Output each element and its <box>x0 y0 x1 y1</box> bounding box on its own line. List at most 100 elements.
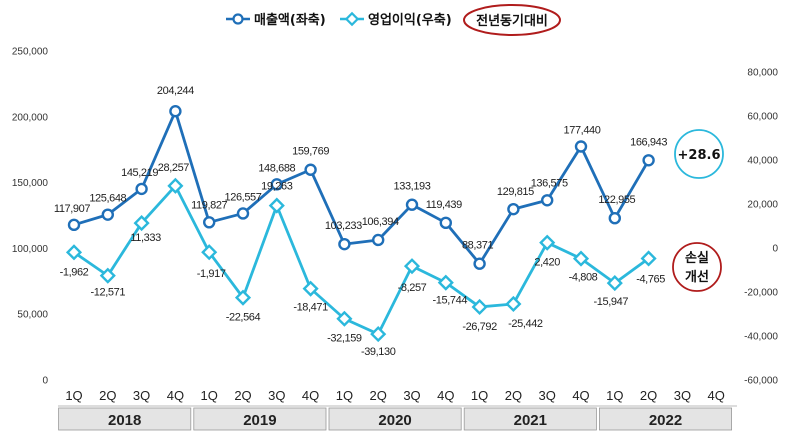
yoy-highlight-oval <box>463 4 561 36</box>
legend-marker-sales <box>232 13 244 25</box>
year-label: 2020 <box>378 412 411 429</box>
op-profit-line <box>73 184 650 336</box>
legend-label-op-profit: 영업이익(우축) <box>368 12 452 28</box>
sales-data-label: 159,769 <box>292 146 329 158</box>
quarter-label: 1Q <box>201 388 218 403</box>
op-profit-data-label: -4,808 <box>569 272 598 284</box>
sales-data-label: 117,907 <box>54 203 90 215</box>
op-profit-data-label: 11,333 <box>130 232 161 244</box>
left-tick-label: 250,000 <box>12 47 49 58</box>
year-box <box>599 407 733 431</box>
quarter-label: 2Q <box>234 388 251 403</box>
sales-data-label: 204,244 <box>157 85 194 97</box>
quarter-label: 1Q <box>336 388 353 403</box>
sales-point <box>541 194 554 207</box>
quarter-label: 1Q <box>606 388 623 403</box>
sales-line <box>73 109 650 266</box>
op-profit-point <box>99 267 116 284</box>
sales-data-label: 177,440 <box>564 124 601 136</box>
right-tick-label: 0 <box>772 244 778 255</box>
left-tick-label: 50,000 <box>17 310 48 321</box>
sales-point <box>574 140 588 153</box>
quarter-label: 3Q <box>403 388 420 403</box>
op-profit-data-label: -22,564 <box>226 312 261 324</box>
sales-point <box>372 233 385 247</box>
op-profit-point <box>268 197 285 214</box>
right-tick-label: 60,000 <box>747 112 778 123</box>
year-box <box>328 407 462 431</box>
annotation-loss-line1: 손실 <box>685 250 709 266</box>
sales-data-label: 145,219 <box>121 167 158 179</box>
left-axis: 0 50,000 100,000 150,000 200,000 250,000 <box>12 47 49 387</box>
right-axis: -60,000 -40,000 -20,000 0 20,000 40,000 60,000… <box>744 68 778 387</box>
sales-point <box>270 178 283 191</box>
right-tick-label: 80,000 <box>747 68 778 79</box>
quarter-label: 3Q <box>539 388 556 403</box>
op-profit-point <box>505 295 522 313</box>
quarter-label: 2Q <box>505 388 522 403</box>
sales-point <box>304 163 317 176</box>
right-tick-label: -20,000 <box>744 288 778 299</box>
op-profit-data-label: -32,159 <box>327 333 362 345</box>
quarter-label: 4Q <box>708 388 725 403</box>
op-profit-data-label: -15,744 <box>433 295 468 307</box>
quarter-label: 4Q <box>302 388 319 403</box>
op-profit-data-label: 19,263 <box>261 181 293 193</box>
left-tick-label: 200,000 <box>12 112 49 123</box>
op-profit-data-label: -4,765 <box>636 273 665 285</box>
left-tick-label: 150,000 <box>12 178 49 189</box>
op-profit-point <box>471 298 488 316</box>
sales-data-label: 106,394 <box>362 216 399 228</box>
quarter-label: 4Q <box>437 388 454 403</box>
op-profit-data-label: -25,442 <box>508 318 543 330</box>
year-label: 2019 <box>243 412 276 429</box>
annotation-sales-yoy: +28.6 <box>674 129 724 179</box>
sales-point <box>405 198 419 211</box>
op-profit-point <box>640 250 657 267</box>
x-axis: 1Q 2Q 3Q 4Q 1Q 2Q 3Q 4Q 1Q 2Q 3Q 4Q 1Q 2Q 3Q 4Q 1Q 2Q 3Q 4Q… <box>58 388 737 431</box>
sales-point <box>67 218 81 232</box>
op-profit-point <box>302 280 319 297</box>
legend-label-sales: 매출액(좌축) <box>254 12 326 28</box>
year-label: 2022 <box>649 412 682 429</box>
year-label: 2018 <box>108 412 141 429</box>
op-profit-data-label: -39,130 <box>361 346 396 358</box>
year-label: 2021 <box>514 412 547 429</box>
right-tick-label: 40,000 <box>747 156 778 167</box>
quarter-label: 2Q <box>640 388 657 403</box>
op-profit-data-label: -26,792 <box>462 321 497 333</box>
op-profit-point <box>336 310 353 327</box>
right-tick-label: -60,000 <box>744 376 778 387</box>
quarter-label: 1Q <box>471 388 488 403</box>
op-profit-point <box>370 326 387 343</box>
op-profit-data-label: -12,571 <box>91 287 126 299</box>
annotation-sales-yoy-text: +28.6 <box>678 148 721 163</box>
year-box <box>193 407 327 431</box>
op-profit-point <box>606 275 623 292</box>
right-tick-label: 20,000 <box>747 200 778 211</box>
sales-data-label: 166,943 <box>630 136 667 148</box>
op-profit-data-label: -1,962 <box>60 266 89 278</box>
op-profit-point <box>65 244 83 261</box>
left-tick-label: 0 <box>42 376 48 387</box>
op-profit-point <box>539 234 556 251</box>
sales-data-label: 129,815 <box>497 186 534 198</box>
sales-data-label: 119,827 <box>191 199 227 211</box>
sales-point <box>507 202 520 216</box>
sales-point <box>135 182 148 196</box>
yoy-highlight-label: 전년동기대비 <box>476 13 548 29</box>
sales-data-label: 125,648 <box>89 193 126 205</box>
op-profit-point <box>201 244 218 261</box>
quarter-label: 2Q <box>370 388 387 403</box>
sales-point <box>202 216 216 229</box>
sales-point <box>642 154 655 167</box>
op-profit-data-label: -8,257 <box>398 282 427 294</box>
op-profit-data-label: -1,917 <box>197 268 226 280</box>
op-profit-point <box>572 250 590 267</box>
quarter-label: 3Q <box>268 388 285 403</box>
op-profit-data-label: -15,947 <box>594 296 629 308</box>
annotation-loss-improved: 손실 개선 <box>672 242 722 292</box>
sales-data-label: 122,955 <box>598 194 635 206</box>
